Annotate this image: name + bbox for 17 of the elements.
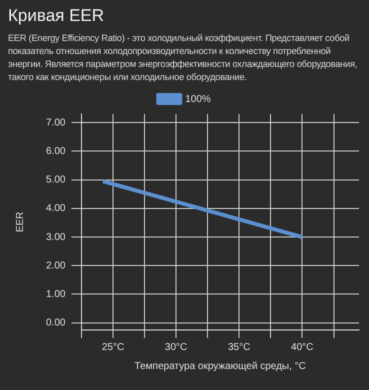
x-tick-label: 30°C [164, 342, 188, 353]
y-tick-label: 5.00 [46, 174, 66, 186]
x-axis-title: Температура окружающей среды, °C [134, 360, 306, 372]
y-axis-title: EER [14, 212, 26, 232]
y-tick-label: 0.00 [46, 318, 66, 329]
y-tick-label: 7.00 [46, 117, 66, 128]
y-tick-label: 2.00 [46, 260, 66, 272]
x-tick-label: 35°C [228, 342, 250, 353]
chart-subtitle: EER (Energy Efficiency Ratio) - это холодильный коэффициент. Представляет собой показатель отношения холодопроизводительности к количеству потребленной энергии. Является параметром энергоэффективности охлаждающего оборудования, такого как кондиционеры или холодильное оборудование. [8, 32, 358, 84]
y-tick-label: 6.00 [46, 146, 66, 157]
legend-label: 100% [185, 94, 211, 105]
y-tick-label: 4.00 [46, 203, 66, 214]
x-tick-label: 40°C [291, 342, 314, 353]
y-tick-label: 1.00 [46, 288, 66, 300]
y-tick-label: 3.00 [46, 232, 66, 243]
chart-title: Кривая EER [8, 6, 106, 26]
text: 25°C [102, 342, 124, 353]
